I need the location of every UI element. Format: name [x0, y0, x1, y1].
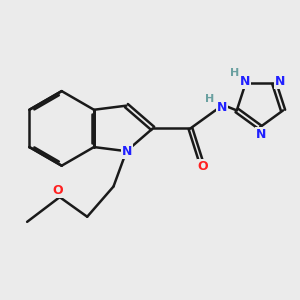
Text: O: O — [198, 160, 208, 173]
Text: N: N — [256, 128, 267, 141]
Text: H: H — [206, 94, 215, 104]
Text: H: H — [230, 68, 239, 78]
Text: N: N — [122, 146, 132, 158]
Text: N: N — [274, 75, 285, 88]
Text: N: N — [217, 101, 227, 114]
Text: O: O — [53, 184, 63, 196]
Text: N: N — [240, 75, 250, 88]
